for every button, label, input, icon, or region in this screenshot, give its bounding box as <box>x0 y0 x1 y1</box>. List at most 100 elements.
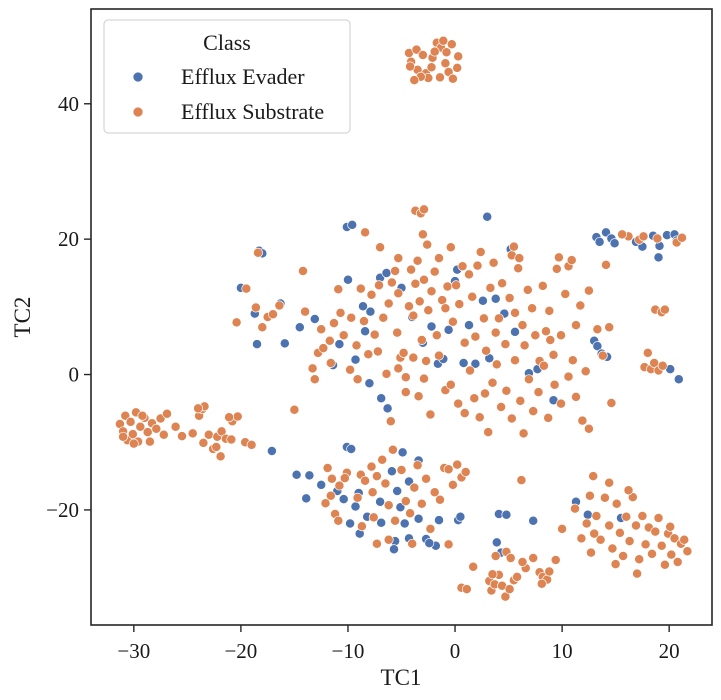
point-efflux-evader-6 <box>279 338 290 349</box>
point-efflux-substrate-117 <box>429 266 440 277</box>
y-tick-label-3: 40 <box>58 92 79 116</box>
point-efflux-substrate-192 <box>515 395 526 406</box>
point-efflux-substrate-267 <box>500 591 511 602</box>
point-efflux-substrate-110 <box>412 255 423 266</box>
point-efflux-substrate-339 <box>652 233 663 244</box>
point-efflux-substrate-97 <box>381 368 392 379</box>
point-efflux-substrate-312 <box>659 559 670 570</box>
point-efflux-substrate-140 <box>497 278 508 289</box>
point-efflux-substrate-205 <box>606 398 617 408</box>
point-efflux-substrate-77 <box>318 343 329 354</box>
point-efflux-substrate-198 <box>543 412 554 423</box>
point-efflux-substrate-127 <box>457 261 468 272</box>
point-efflux-substrate-22 <box>409 75 420 86</box>
point-efflux-evader-76 <box>345 518 356 529</box>
point-efflux-substrate-60 <box>211 442 222 452</box>
point-efflux-substrate-82 <box>333 284 344 295</box>
point-efflux-substrate-251 <box>407 538 418 549</box>
point-efflux-substrate-286 <box>487 569 498 580</box>
point-efflux-substrate-155 <box>548 349 559 360</box>
point-efflux-substrate-132 <box>472 260 483 271</box>
point-efflux-substrate-309 <box>650 526 661 537</box>
point-efflux-substrate-92 <box>366 289 377 300</box>
point-efflux-substrate-52 <box>226 434 237 445</box>
point-efflux-substrate-15 <box>452 62 463 73</box>
point-efflux-substrate-220 <box>320 498 331 509</box>
point-efflux-substrate-300 <box>621 511 632 522</box>
point-efflux-substrate-32 <box>135 421 146 432</box>
point-efflux-substrate-231 <box>380 478 391 489</box>
point-efflux-evader-21 <box>376 393 387 404</box>
point-efflux-substrate-330 <box>659 304 670 315</box>
x-tick-label-5: 20 <box>659 639 680 663</box>
point-efflux-substrate-79 <box>325 358 336 368</box>
point-efflux-substrate-13 <box>440 58 451 69</box>
point-efflux-substrate-311 <box>656 540 667 551</box>
point-efflux-substrate-181 <box>465 365 475 376</box>
points-layer <box>114 35 693 602</box>
point-efflux-substrate-94 <box>372 346 383 357</box>
point-efflux-substrate-295 <box>604 520 615 531</box>
point-efflux-substrate-314 <box>666 549 677 560</box>
point-efflux-substrate-116 <box>426 286 437 297</box>
point-efflux-evader-22 <box>382 403 393 414</box>
point-efflux-evader-80 <box>392 486 403 496</box>
plot-frame <box>90 8 713 626</box>
point-efflux-substrate-70 <box>274 300 285 311</box>
point-efflux-substrate-272 <box>528 553 539 563</box>
x-axis-label: TC1 <box>381 665 422 690</box>
point-efflux-substrate-85 <box>346 312 357 323</box>
ticks-layer: −30 −20 −10 0 10 20 −20 0 20 40 <box>46 92 680 663</box>
point-efflux-substrate-277 <box>544 566 555 577</box>
point-efflux-substrate-193 <box>518 428 529 439</box>
point-efflux-substrate-34 <box>142 427 153 438</box>
point-efflux-substrate-104 <box>398 347 409 358</box>
point-efflux-substrate-50 <box>215 451 226 462</box>
point-efflux-substrate-223 <box>322 463 333 473</box>
point-efflux-substrate-180 <box>459 408 470 419</box>
point-efflux-substrate-252 <box>383 534 394 545</box>
point-efflux-substrate-130 <box>467 291 478 302</box>
point-efflux-substrate-173 <box>413 391 424 402</box>
point-efflux-substrate-268 <box>504 584 515 595</box>
point-efflux-evader-50 <box>594 236 605 247</box>
point-efflux-substrate-308 <box>647 548 657 559</box>
point-efflux-substrate-80 <box>329 318 339 329</box>
point-efflux-substrate-136 <box>485 282 496 293</box>
point-efflux-evader-67 <box>301 493 312 504</box>
point-efflux-substrate-325 <box>632 568 643 579</box>
point-efflux-substrate-65 <box>231 317 242 328</box>
point-efflux-evader-34 <box>464 320 474 331</box>
point-efflux-evader-20 <box>364 378 375 389</box>
point-efflux-evader-46 <box>592 341 603 352</box>
point-efflux-substrate-175 <box>425 409 436 420</box>
point-efflux-evader-96 <box>455 511 466 522</box>
point-efflux-substrate-289 <box>576 533 587 544</box>
point-efflux-substrate-153 <box>541 326 551 337</box>
point-efflux-substrate-232 <box>383 500 394 511</box>
point-efflux-substrate-71 <box>298 266 308 276</box>
point-efflux-substrate-298 <box>614 527 625 538</box>
point-efflux-substrate-35 <box>144 436 155 447</box>
point-efflux-substrate-297 <box>611 498 622 509</box>
point-efflux-substrate-221 <box>326 473 337 484</box>
point-efflux-evader-8 <box>309 314 320 324</box>
point-efflux-substrate-285 <box>516 475 527 486</box>
point-efflux-substrate-83 <box>338 330 349 341</box>
point-efflux-substrate-21 <box>426 62 437 73</box>
point-efflux-substrate-200 <box>556 398 566 409</box>
point-efflux-substrate-142 <box>504 293 515 303</box>
point-efflux-substrate-257 <box>368 512 379 523</box>
point-efflux-substrate-166 <box>604 322 615 333</box>
point-efflux-evader-10 <box>334 339 345 350</box>
point-efflux-evader-16 <box>381 268 392 278</box>
point-efflux-substrate-226 <box>352 492 363 503</box>
point-efflux-evader-31 <box>443 324 454 335</box>
legend-marker-substrate <box>132 106 144 118</box>
point-efflux-substrate-105 <box>400 372 411 383</box>
point-efflux-substrate-256 <box>333 515 344 526</box>
point-efflux-substrate-303 <box>631 520 641 531</box>
point-efflux-substrate-154 <box>544 305 555 316</box>
point-efflux-substrate-241 <box>421 473 432 484</box>
point-efflux-substrate-73 <box>307 363 318 374</box>
